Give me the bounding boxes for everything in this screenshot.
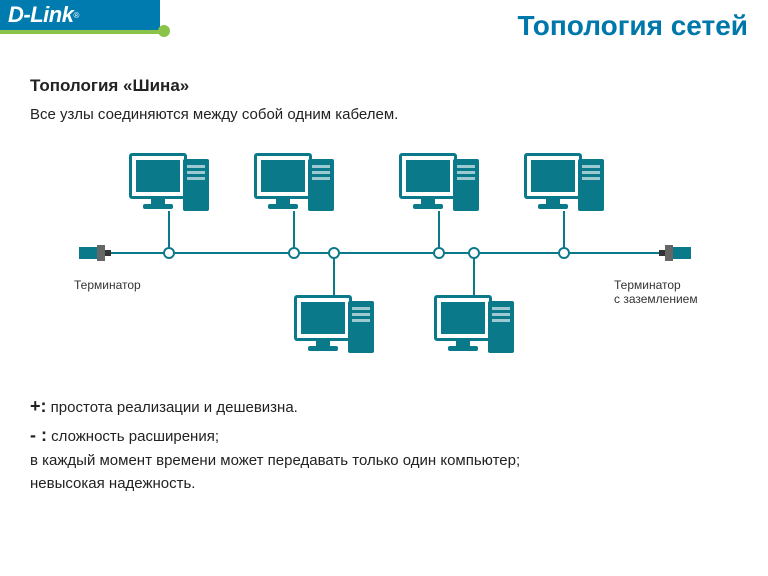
workstation-icon: [254, 153, 344, 223]
connector-dot: [163, 247, 175, 259]
logo-bar: D-Link ®: [0, 0, 160, 30]
workstation-icon: [294, 295, 384, 365]
plus-sign: +:: [30, 396, 47, 416]
plus-text: простота реализации и дешевизна.: [47, 399, 298, 416]
connector-dot: [468, 247, 480, 259]
header: D-Link ® Топология сетей: [0, 0, 768, 48]
bus-topology-diagram: Терминатор Терминаторс заземлением: [54, 133, 714, 378]
terminator-left-icon: [79, 245, 111, 261]
connector-dot: [558, 247, 570, 259]
description: Все узлы соединяются между собой одним к…: [30, 106, 738, 123]
terminator-left-label: Терминатор: [74, 278, 141, 292]
workstation-icon: [434, 295, 524, 365]
cons-row-2: в каждый момент времени может передавать…: [30, 452, 738, 469]
minus-text-1: сложность расширения;: [47, 428, 219, 445]
drop-cable: [473, 253, 475, 295]
workstation-icon: [129, 153, 219, 223]
connector-dot: [288, 247, 300, 259]
cons-row-3: невысокая надежность.: [30, 475, 738, 492]
terminator-right-icon: [659, 245, 691, 261]
connector-dot: [433, 247, 445, 259]
logo-dot: [158, 25, 170, 37]
logo-underline: [0, 30, 160, 34]
logo-text: D-Link: [8, 2, 73, 28]
terminator-right-label: Терминаторс заземлением: [614, 278, 698, 307]
pros-row: +: простота реализации и дешевизна.: [30, 396, 738, 417]
bus-cable: [109, 252, 659, 254]
slide-title: Топология сетей: [517, 10, 748, 42]
drop-cable: [333, 253, 335, 295]
minus-sign: - :: [30, 425, 47, 445]
connector-dot: [328, 247, 340, 259]
subtitle: Топология «Шина»: [30, 76, 738, 96]
content-area: Топология «Шина» Все узлы соединяются ме…: [0, 48, 768, 492]
workstation-icon: [524, 153, 614, 223]
workstation-icon: [399, 153, 489, 223]
logo-registered: ®: [73, 11, 79, 20]
cons-row-1: - : сложность расширения;: [30, 425, 738, 446]
